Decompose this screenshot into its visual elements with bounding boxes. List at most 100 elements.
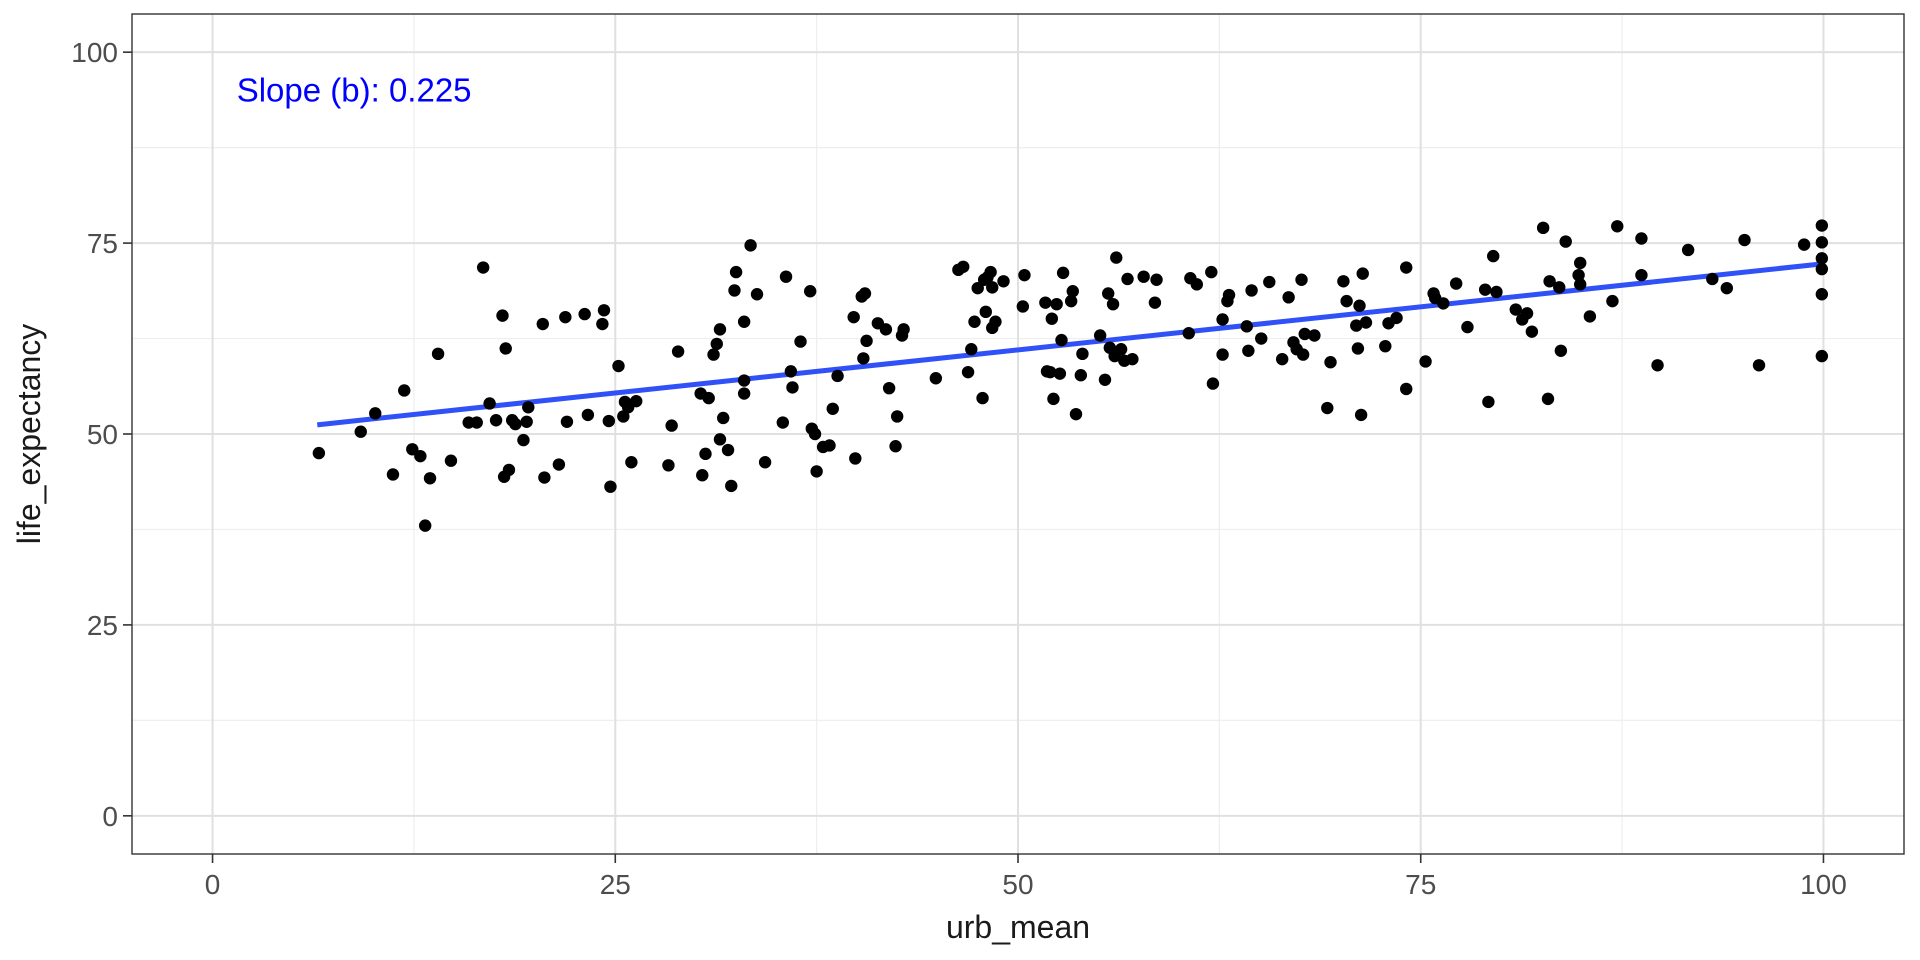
data-point xyxy=(1490,285,1503,299)
data-point xyxy=(1541,392,1555,406)
data-point xyxy=(1559,235,1572,248)
data-point xyxy=(1121,272,1134,286)
y-axis-title: life_expectancy xyxy=(11,324,47,545)
data-point xyxy=(476,261,490,274)
data-point xyxy=(713,433,727,446)
data-point xyxy=(1651,359,1664,372)
data-point xyxy=(1400,382,1413,396)
data-point xyxy=(1606,294,1619,308)
data-point xyxy=(1720,281,1734,295)
data-point xyxy=(965,343,978,356)
data-point xyxy=(1543,275,1556,288)
data-point xyxy=(750,288,764,301)
data-point xyxy=(509,417,522,431)
data-point xyxy=(860,334,873,348)
data-point xyxy=(1245,284,1258,297)
data-point xyxy=(662,459,675,472)
data-point xyxy=(968,315,981,328)
data-point xyxy=(1340,294,1353,308)
data-point xyxy=(1509,303,1522,316)
data-point xyxy=(444,454,458,467)
fit-line-layer xyxy=(316,261,1824,428)
data-point xyxy=(1419,355,1432,368)
data-point xyxy=(1182,327,1195,340)
data-point xyxy=(737,374,751,387)
data-point xyxy=(1275,352,1289,366)
x-tick-label: 0 xyxy=(205,869,221,900)
data-point xyxy=(617,410,630,423)
data-point xyxy=(1066,285,1079,298)
data-point xyxy=(1449,277,1463,290)
data-points xyxy=(312,219,1829,532)
data-point xyxy=(1478,283,1492,296)
data-point xyxy=(826,402,839,415)
data-point xyxy=(1050,297,1063,311)
data-point xyxy=(1390,311,1403,325)
data-point xyxy=(470,416,483,429)
data-point xyxy=(882,381,896,395)
data-point xyxy=(522,401,535,414)
data-point xyxy=(1635,232,1648,245)
data-point xyxy=(1437,297,1450,310)
data-point xyxy=(1093,329,1107,342)
y-tick-label: 0 xyxy=(102,801,118,832)
data-point xyxy=(1255,332,1268,345)
data-point xyxy=(1137,270,1150,283)
data-point xyxy=(1205,265,1218,279)
data-point xyxy=(625,456,638,469)
data-point xyxy=(1047,392,1060,406)
data-point xyxy=(1572,268,1585,282)
data-point xyxy=(1611,220,1624,233)
data-point xyxy=(758,456,772,469)
data-point xyxy=(810,465,823,478)
data-point xyxy=(984,265,997,279)
data-point xyxy=(1350,319,1363,332)
data-point xyxy=(1706,272,1719,286)
data-point xyxy=(1039,296,1052,309)
data-point xyxy=(786,381,799,394)
major-gridlines xyxy=(132,14,1904,854)
data-point xyxy=(1308,329,1321,342)
data-point xyxy=(776,416,790,429)
data-point xyxy=(1044,365,1057,379)
data-point xyxy=(1102,287,1115,300)
data-point xyxy=(418,519,432,532)
data-point xyxy=(1536,221,1550,235)
data-point xyxy=(710,337,723,351)
y-tick-label: 75 xyxy=(87,228,118,259)
data-point xyxy=(489,414,503,427)
data-point xyxy=(1681,243,1695,257)
data-point xyxy=(1053,367,1067,380)
data-point xyxy=(502,463,516,477)
data-point xyxy=(602,414,616,428)
data-point xyxy=(1356,267,1369,280)
data-point xyxy=(597,304,611,317)
data-point xyxy=(737,315,751,328)
data-point xyxy=(612,359,625,373)
data-point xyxy=(312,446,326,460)
y-tick-label: 50 xyxy=(87,419,118,450)
data-point xyxy=(699,447,712,461)
data-point xyxy=(744,239,757,252)
data-point xyxy=(976,391,989,405)
data-point xyxy=(536,317,549,331)
data-point xyxy=(630,394,643,408)
data-point xyxy=(957,260,970,273)
data-point xyxy=(1520,307,1534,320)
x-tick-label: 100 xyxy=(1800,869,1847,900)
data-point xyxy=(717,411,730,425)
data-point xyxy=(560,415,574,428)
data-point xyxy=(538,471,551,484)
data-point xyxy=(997,275,1010,288)
data-point xyxy=(552,458,566,471)
data-point xyxy=(1056,266,1070,280)
x-tick-label: 25 xyxy=(600,869,631,900)
data-point xyxy=(1574,278,1587,291)
data-point xyxy=(1461,320,1474,334)
data-point xyxy=(989,315,1002,328)
data-point xyxy=(725,479,738,493)
data-point xyxy=(1354,408,1368,422)
data-point xyxy=(1098,373,1112,386)
data-point xyxy=(665,419,678,432)
data-point xyxy=(1076,347,1089,361)
